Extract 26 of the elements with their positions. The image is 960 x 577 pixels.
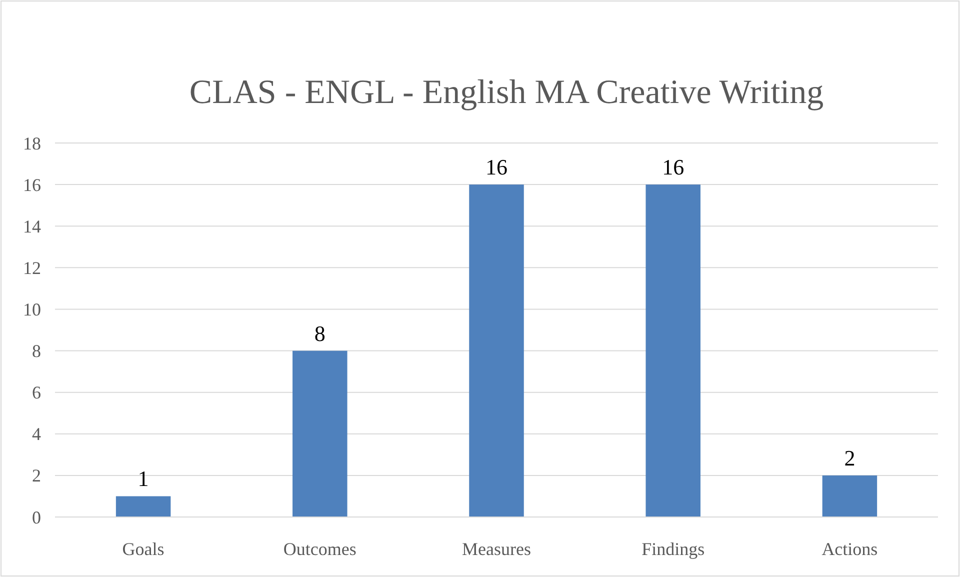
data-label: 8 <box>314 320 326 346</box>
y-tick-label: 0 <box>32 507 41 528</box>
x-tick-label: Goals <box>122 539 164 559</box>
y-tick-label: 14 <box>23 216 41 236</box>
data-label: 16 <box>486 154 508 180</box>
data-label: 2 <box>844 445 856 470</box>
y-tick-label: 10 <box>23 300 41 320</box>
y-tick-label: 16 <box>23 174 41 195</box>
data-label: 1 <box>138 466 149 492</box>
bar <box>292 350 348 517</box>
x-tick-label: Measures <box>462 539 531 559</box>
bar <box>469 184 524 517</box>
x-tick-label: Findings <box>642 539 705 559</box>
y-tick-label: 8 <box>32 341 41 362</box>
bar <box>646 184 700 517</box>
x-tick-label: Actions <box>822 539 878 559</box>
y-tick-label: 12 <box>23 258 41 278</box>
y-tick-label: 6 <box>32 382 41 403</box>
bar <box>822 475 878 517</box>
y-tick-label: 2 <box>32 466 41 486</box>
y-tick-label: 4 <box>32 424 41 444</box>
chart-title: CLAS - ENGL - English MA Creative Writing <box>189 74 824 111</box>
data-label: 16 <box>662 154 684 180</box>
bar <box>116 496 171 517</box>
y-tick-label: 18 <box>23 133 41 154</box>
x-tick-label: Outcomes <box>283 539 356 559</box>
